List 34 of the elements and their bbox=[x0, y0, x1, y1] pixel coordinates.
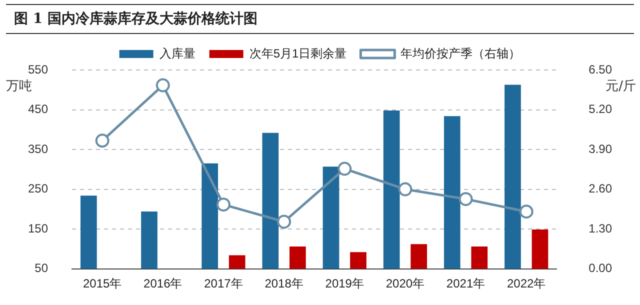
x-tick-label: 2015年 bbox=[82, 276, 122, 290]
y-tick-label: 350 bbox=[28, 142, 48, 156]
x-tick-label: 2021年 bbox=[446, 276, 486, 290]
x-tick-label: 2018年 bbox=[264, 276, 304, 290]
y-tick-label: 550 bbox=[28, 62, 48, 76]
legend-label: 年均价按产季（右轴） bbox=[400, 46, 521, 60]
y2-tick-label: 5.20 bbox=[588, 102, 612, 116]
x-tick-label: 2020年 bbox=[386, 276, 425, 290]
y2-tick-label: 2.60 bbox=[588, 182, 612, 196]
y2-tick-label: 0.00 bbox=[588, 261, 612, 276]
y2-tick-label: 3.90 bbox=[588, 142, 612, 156]
legend-label: 次年5月1日剩余量 bbox=[249, 46, 347, 60]
point bbox=[95, 134, 110, 148]
point bbox=[216, 198, 230, 212]
chart-title: 图 1 国内冷库蒜库存及大蒜价格统计图 bbox=[6, 4, 634, 34]
legend-label: 入库量 bbox=[159, 46, 196, 60]
y-tick-label: 150 bbox=[28, 221, 48, 236]
point bbox=[458, 192, 473, 206]
y2-tick-label: 6.50 bbox=[588, 62, 612, 76]
y-tick-label: 450 bbox=[28, 102, 48, 116]
y-tick-label: 50 bbox=[34, 261, 48, 276]
point bbox=[277, 214, 292, 229]
point bbox=[398, 182, 412, 196]
point bbox=[156, 78, 170, 92]
y-tick-label: 250 bbox=[28, 182, 48, 196]
x-tick-label: 2019年 bbox=[325, 276, 364, 290]
x-tick-label: 2017年 bbox=[204, 276, 243, 290]
y2-axis-title: 元/斤 bbox=[606, 78, 636, 94]
point bbox=[338, 162, 352, 176]
x-tick-label: 2022年 bbox=[507, 276, 546, 290]
y2-tick-label: 1.30 bbox=[588, 221, 612, 236]
point bbox=[519, 204, 534, 219]
x-tick-label: 2016年 bbox=[144, 276, 182, 290]
y-axis-title: 万吨 bbox=[6, 78, 32, 94]
